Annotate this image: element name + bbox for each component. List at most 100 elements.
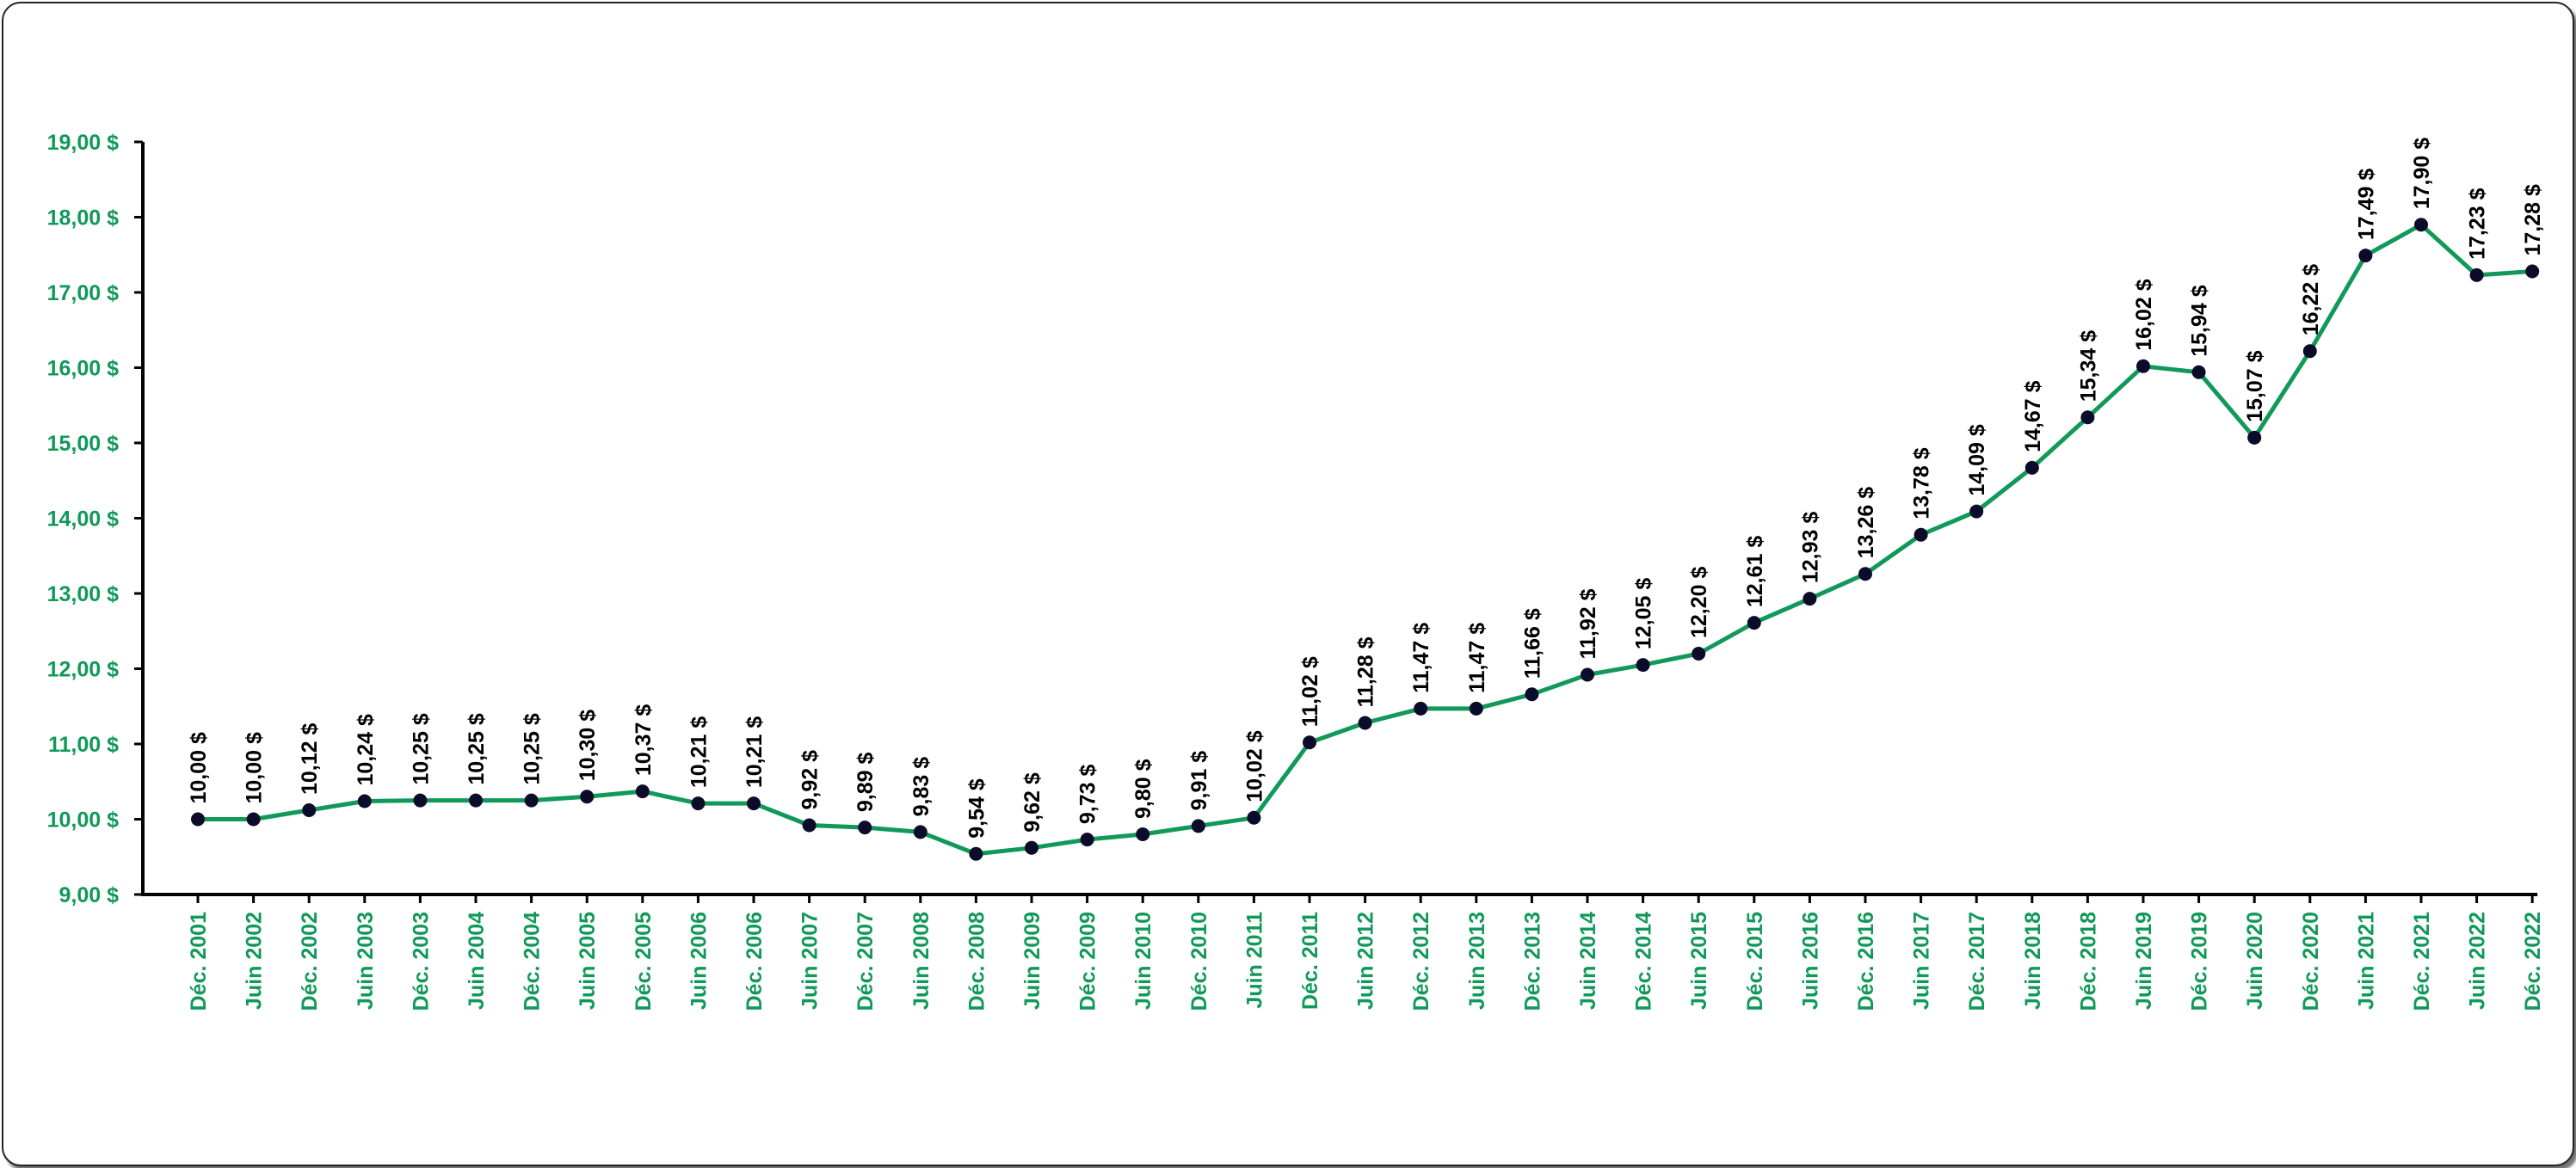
x-tick-label: Déc. 2002 xyxy=(298,912,322,1011)
y-tick-label: 15,00 $ xyxy=(47,432,120,456)
x-tick-label: Juin 2019 xyxy=(2132,912,2156,1010)
data-point xyxy=(1858,567,1872,581)
x-tick-label: Juin 2017 xyxy=(1910,912,1934,1010)
data-point xyxy=(469,793,483,808)
data-label: 9,91 $ xyxy=(1187,751,1211,811)
data-point xyxy=(1303,735,1316,750)
x-tick-label: Déc. 2003 xyxy=(409,912,433,1011)
data-point xyxy=(246,812,261,827)
data-point xyxy=(2247,430,2262,445)
x-tick-label: Déc. 2010 xyxy=(1187,912,1211,1011)
x-tick-label: Déc. 2004 xyxy=(521,912,545,1011)
x-tick-label: Déc. 2005 xyxy=(632,912,656,1011)
data-markers xyxy=(191,218,2540,861)
x-tick-label: Juin 2008 xyxy=(909,912,934,1010)
x-tick-label: Juin 2011 xyxy=(1242,912,1266,1009)
data-label: 10,37 $ xyxy=(632,704,656,777)
data-point xyxy=(1247,810,1261,825)
data-point xyxy=(302,803,317,817)
data-point xyxy=(691,796,706,811)
x-tick-label: Juin 2014 xyxy=(1576,912,1600,1010)
data-label: 10,21 $ xyxy=(743,716,767,789)
data-point xyxy=(2080,410,2095,425)
data-point xyxy=(191,812,205,827)
data-label: 12,93 $ xyxy=(1798,512,1822,584)
data-point xyxy=(2302,344,2317,359)
y-tick-label: 13,00 $ xyxy=(47,582,120,606)
data-label: 11,02 $ xyxy=(1298,656,1322,727)
data-point xyxy=(1581,667,1594,682)
x-tick-label: Déc. 2019 xyxy=(2188,912,2212,1011)
data-label: 9,80 $ xyxy=(1131,759,1156,819)
data-label: 13,78 $ xyxy=(1910,447,1934,519)
y-tick-label: 18,00 $ xyxy=(47,206,120,231)
data-label: 10,02 $ xyxy=(1242,730,1266,802)
data-labels: 10,00 $ 10,00 $ 10,12 $ 10,24 $ 10,25 $ 10,25… xyxy=(187,138,2545,839)
x-tick-label: Juin 2012 xyxy=(1354,912,1378,1010)
y-tick-label: 12,00 $ xyxy=(47,658,120,682)
x-tick-label: Juin 2016 xyxy=(1798,912,1822,1010)
data-point xyxy=(1803,592,1817,606)
data-label: 10,00 $ xyxy=(243,732,267,804)
x-tick-label: Juin 2021 xyxy=(2354,912,2378,1010)
data-label: 17,28 $ xyxy=(2521,184,2545,256)
data-point xyxy=(1692,647,1706,661)
x-tick-label: Déc. 2001 xyxy=(187,912,211,1011)
x-tick-label: Déc. 2014 xyxy=(1632,912,1656,1011)
y-tick-label: 9,00 $ xyxy=(59,883,119,907)
data-point xyxy=(1025,840,1038,855)
y-axis-tick-labels: 9,00 $ 10,00 $ 11,00 $ 12,00 $ 13,00 $ 14,00 … xyxy=(47,131,120,907)
x-tick-label: Juin 2010 xyxy=(1131,912,1156,1010)
data-point xyxy=(413,793,428,808)
data-label: 12,05 $ xyxy=(1632,578,1656,650)
x-tick-label: Juin 2018 xyxy=(2021,912,2045,1010)
x-tick-label: Juin 2015 xyxy=(1687,912,1711,1010)
data-label: 10,00 $ xyxy=(187,732,211,804)
data-label: 17,90 $ xyxy=(2410,138,2434,210)
data-label: 9,92 $ xyxy=(798,750,823,810)
data-point xyxy=(2469,267,2484,282)
data-point xyxy=(2191,365,2206,379)
data-point xyxy=(580,790,595,804)
data-point xyxy=(969,846,983,861)
y-tick-label: 16,00 $ xyxy=(47,357,120,381)
data-point xyxy=(858,821,872,835)
data-label: 17,49 $ xyxy=(2354,169,2378,241)
y-tick-label: 17,00 $ xyxy=(47,281,120,305)
data-label: 10,12 $ xyxy=(298,722,322,795)
data-label: 10,25 $ xyxy=(465,713,489,785)
data-label: 11,28 $ xyxy=(1354,636,1378,707)
data-label: 12,20 $ xyxy=(1687,566,1711,638)
x-tick-label: Déc. 2011 xyxy=(1298,912,1322,1010)
x-tick-label: Juin 2009 xyxy=(1020,912,1045,1010)
data-point xyxy=(1636,658,1650,673)
x-tick-label: Déc. 2018 xyxy=(2076,912,2100,1011)
data-label: 15,34 $ xyxy=(2076,330,2100,403)
data-point xyxy=(2024,460,2039,475)
x-tick-label: Juin 2020 xyxy=(2243,912,2267,1010)
x-tick-label: Déc. 2022 xyxy=(2521,912,2545,1011)
x-tick-label: Juin 2022 xyxy=(2466,912,2490,1010)
data-point xyxy=(1414,701,1428,716)
data-point xyxy=(1747,616,1761,630)
data-point xyxy=(357,794,372,808)
x-tick-label: Juin 2013 xyxy=(1465,912,1489,1010)
data-point xyxy=(747,796,761,811)
data-label: 9,54 $ xyxy=(964,778,989,839)
data-label: 17,23 $ xyxy=(2466,187,2490,260)
data-label: 10,25 $ xyxy=(409,713,433,785)
data-label: 10,30 $ xyxy=(576,710,600,782)
data-label: 16,02 $ xyxy=(2132,279,2156,351)
x-tick-label: Juin 2004 xyxy=(465,912,489,1010)
x-tick-label: Juin 2003 xyxy=(354,912,378,1010)
data-point xyxy=(2136,359,2150,373)
x-tick-label: Déc. 2020 xyxy=(2299,912,2323,1011)
data-point xyxy=(2525,264,2540,279)
x-tick-label: Déc. 2008 xyxy=(964,912,989,1011)
x-tick-label: Juin 2007 xyxy=(798,912,823,1010)
data-label: 14,09 $ xyxy=(1965,424,1989,496)
x-tick-label: Juin 2002 xyxy=(243,912,267,1010)
data-point xyxy=(1469,701,1483,716)
data-label: 12,61 $ xyxy=(1743,536,1767,608)
